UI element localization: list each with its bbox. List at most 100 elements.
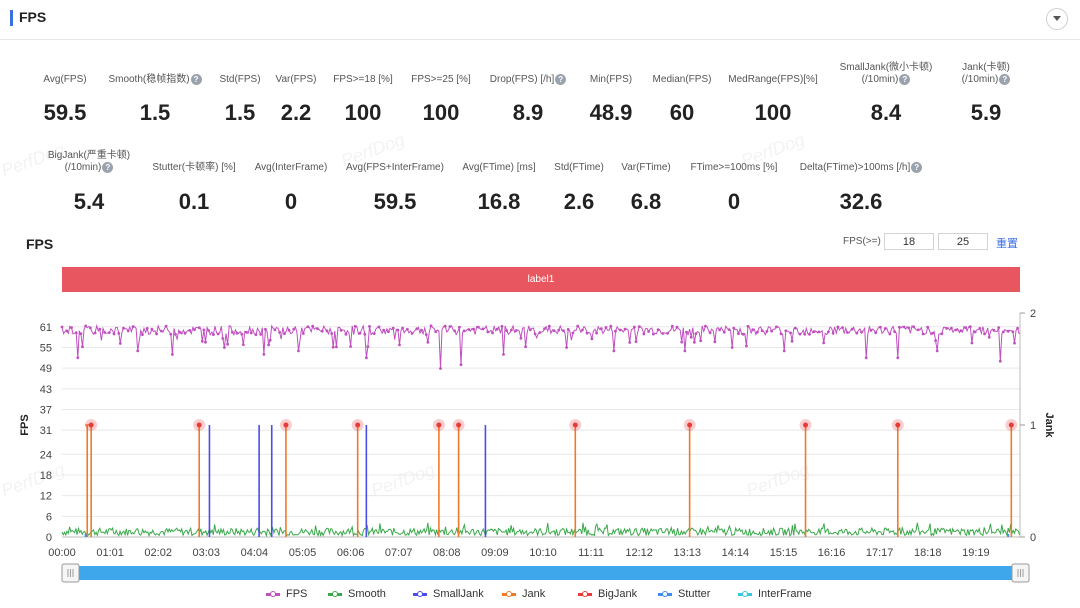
fps-point [278, 330, 281, 334]
fps-threshold-1-input[interactable] [884, 233, 934, 250]
chart-title: FPS [26, 236, 54, 252]
fps-point [998, 359, 1002, 363]
fps-point [415, 327, 419, 331]
fps-point [81, 345, 84, 349]
x-tick-label: 15:15 [770, 547, 798, 559]
y-tick-label: 24 [40, 449, 52, 461]
fps-point [770, 329, 773, 333]
legend-item-bigjank[interactable]: BigJank [578, 588, 637, 600]
stat-label: Avg(FPS) [43, 74, 87, 85]
fps-point [330, 332, 334, 335]
legend-swatch [658, 590, 672, 597]
fps-point [666, 331, 669, 335]
fps-point [945, 327, 949, 330]
fps-point [860, 330, 863, 334]
fps-point [398, 343, 401, 347]
fps-point [926, 325, 930, 329]
legend-item-fps[interactable]: FPS [266, 588, 307, 600]
fps-point [964, 326, 967, 330]
fps-point [429, 324, 433, 328]
fps-point [730, 346, 734, 349]
reset-link[interactable]: 重置 [996, 238, 1018, 250]
fps-point [267, 343, 270, 347]
help-icon[interactable]: ? [899, 74, 911, 85]
x-tick-label: 14:14 [722, 547, 750, 559]
help-icon[interactable]: ? [555, 74, 567, 85]
legend-label: Stutter [678, 588, 711, 600]
stat-label: Avg(FPS+InterFrame) [346, 162, 444, 173]
help-icon[interactable]: ? [911, 162, 923, 173]
fps-point [968, 325, 972, 329]
chart-legend: FPS Smooth SmallJank Jank BigJank Stutter Inte… [0, 588, 1080, 604]
stat-value: 100 [344, 100, 382, 125]
label-band[interactable]: label1 [62, 267, 1020, 292]
fps-point [745, 344, 748, 348]
x-tick-label: 16:16 [818, 547, 846, 559]
x-tick-label: 01:01 [96, 547, 124, 559]
fps-point [874, 331, 878, 335]
stat-avg-interframe: Avg(InterFrame) 0 [226, 162, 356, 215]
fps-point [519, 336, 523, 340]
fps-point [235, 331, 239, 335]
fps-point [164, 324, 168, 328]
big-jank-point [88, 422, 94, 428]
fps-point [292, 327, 296, 331]
stat-value: 8.9 [512, 100, 544, 126]
legend-item-smalljank[interactable]: SmallJank [413, 588, 484, 600]
fps-point [623, 327, 627, 331]
stat-value: 0 [727, 189, 741, 214]
fps-point [1013, 341, 1016, 345]
fps-point [912, 325, 915, 329]
stat-avg-fps: Avg(FPS) 59.5 [0, 74, 130, 126]
fps-point [439, 367, 442, 370]
fps-point [756, 330, 759, 334]
fps-point [505, 329, 509, 332]
x-tick-label: 17:17 [866, 547, 894, 559]
y-axis-title: FPS [19, 414, 31, 435]
collapse-button[interactable] [1046, 8, 1068, 30]
x-tick-label: 10:10 [529, 547, 557, 559]
fps-point [817, 330, 821, 334]
help-icon[interactable]: ? [190, 74, 202, 85]
legend-item-jank[interactable]: Jank [502, 588, 545, 600]
fps-point [424, 333, 428, 336]
fps-point [916, 328, 920, 332]
fps-point [656, 328, 660, 332]
fps-point [382, 328, 386, 332]
fps-point [732, 326, 736, 330]
x-tick-label: 02:02 [144, 547, 172, 559]
help-icon[interactable]: ? [999, 74, 1011, 85]
fps-point [443, 324, 447, 328]
fps-point [344, 332, 348, 336]
stat-value: 1.5 [139, 100, 171, 126]
fps-point [391, 326, 395, 330]
help-icon[interactable]: ? [102, 162, 114, 173]
fps-point [476, 325, 480, 329]
fps-point [76, 356, 80, 360]
fps-point [718, 328, 721, 332]
legend-item-interframe[interactable]: InterFrame [738, 588, 812, 600]
fps-point [566, 328, 570, 331]
timeline-range-bar[interactable] [62, 566, 1020, 580]
fps-point [226, 342, 230, 346]
fps-point [118, 342, 122, 345]
stat-bigjank: BigJank(严重卡顿) (/10min)? 5.4 [24, 150, 154, 215]
legend-item-stutter[interactable]: Stutter [658, 588, 710, 600]
legend-item-smooth[interactable]: Smooth [328, 588, 386, 600]
fps-point [426, 340, 430, 344]
fps-point [581, 328, 584, 332]
stat-value: 16.8 [477, 189, 521, 214]
fps-point [708, 331, 712, 335]
fps-point [902, 325, 906, 329]
fps-point [249, 331, 253, 335]
fps-point [107, 331, 111, 334]
fps-threshold-2-input[interactable] [938, 233, 988, 250]
fps-point [273, 328, 277, 332]
stutter-mark [1007, 534, 1010, 537]
fps-point [845, 331, 849, 334]
fps-point [590, 337, 594, 341]
y-tick-label: 0 [46, 532, 52, 544]
fps-point [510, 328, 513, 332]
stat-value: 60 [669, 100, 695, 125]
fps-point [98, 327, 102, 331]
